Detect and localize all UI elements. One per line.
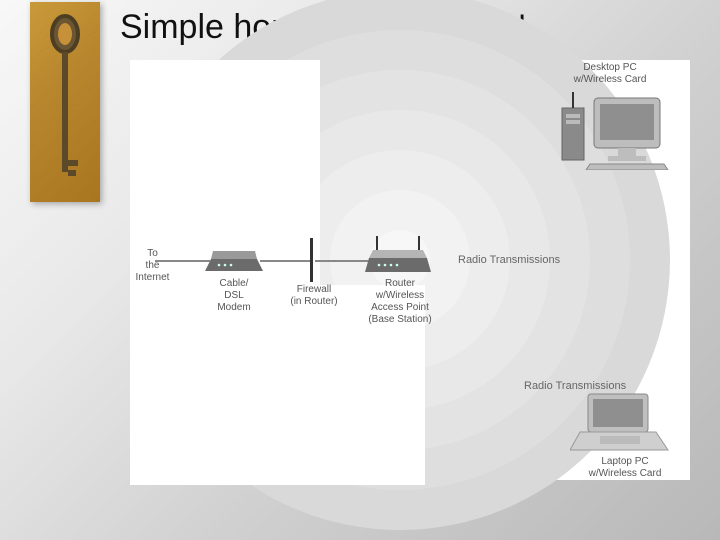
cable-modem-firewall [260, 260, 310, 262]
radio-label-2: Radio Transmissions [524, 380, 626, 392]
modem-icon [205, 245, 263, 273]
laptop-label: Laptop PC w/Wireless Card [570, 456, 680, 480]
cable-firewall-router [315, 260, 370, 262]
router-label: Router w/Wireless Access Point (Base Sta… [355, 278, 445, 326]
firewall-label: Firewall (in Router) [283, 284, 345, 308]
firewall-icon [310, 238, 313, 282]
network-diagram: To the Internet Cable/ DSL Modem Firewal… [130, 60, 690, 480]
desktop-icon [560, 90, 670, 170]
router-icon [365, 232, 431, 274]
side-illustration [30, 2, 100, 202]
laptop-icon [570, 392, 670, 454]
slide: Simple home wireless LAN To the Internet… [0, 0, 720, 540]
key-icon [48, 10, 82, 195]
radio-label-1: Radio Transmissions [458, 254, 560, 266]
modem-label: Cable/ DSL Modem [203, 278, 265, 314]
internet-label: To the Internet [130, 248, 175, 284]
desktop-label: Desktop PC w/Wireless Card [550, 62, 670, 86]
